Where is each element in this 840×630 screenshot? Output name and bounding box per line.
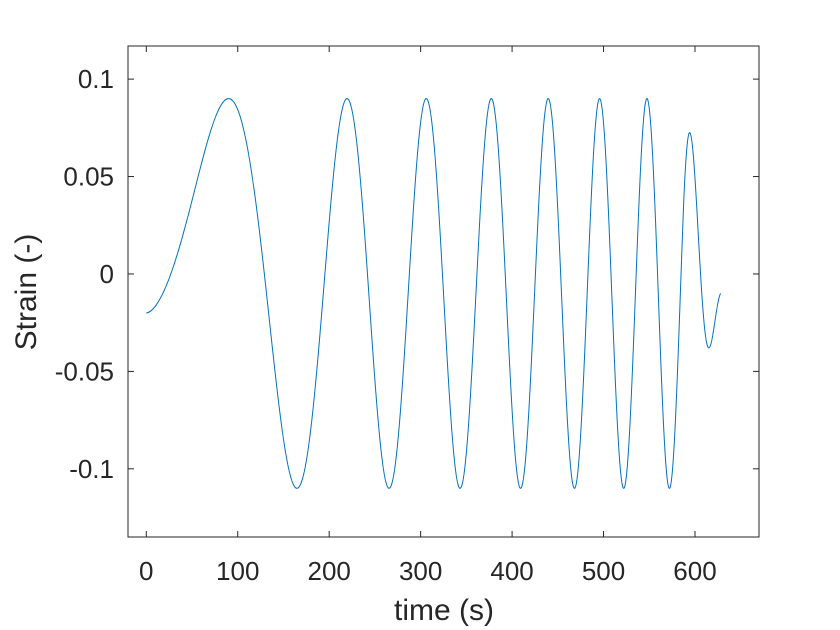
x-tick-label: 100	[216, 556, 259, 586]
x-tick-label: 400	[490, 556, 533, 586]
x-ticks: 0 100 200 300 400 500 600	[139, 46, 717, 586]
x-tick-label: 500	[582, 556, 625, 586]
y-ticks: 0.1 0.05 0 -0.05 -0.1	[55, 64, 759, 484]
x-tick-label: 200	[307, 556, 350, 586]
x-tick-label: 0	[139, 556, 153, 586]
y-axis-label: Strain (-)	[10, 234, 43, 351]
x-tick-label: 600	[673, 556, 716, 586]
y-tick-label: -0.05	[55, 356, 114, 386]
y-tick-label: 0.05	[63, 162, 114, 192]
x-axis-label: time (s)	[394, 594, 494, 627]
x-tick-label: 300	[399, 556, 442, 586]
series-group	[146, 98, 722, 489]
y-tick-label: -0.1	[69, 454, 114, 484]
axes-box	[127, 45, 760, 538]
y-tick-label: 0.1	[78, 64, 114, 94]
y-tick-label: 0	[100, 259, 114, 289]
strain-series-line	[146, 98, 722, 489]
